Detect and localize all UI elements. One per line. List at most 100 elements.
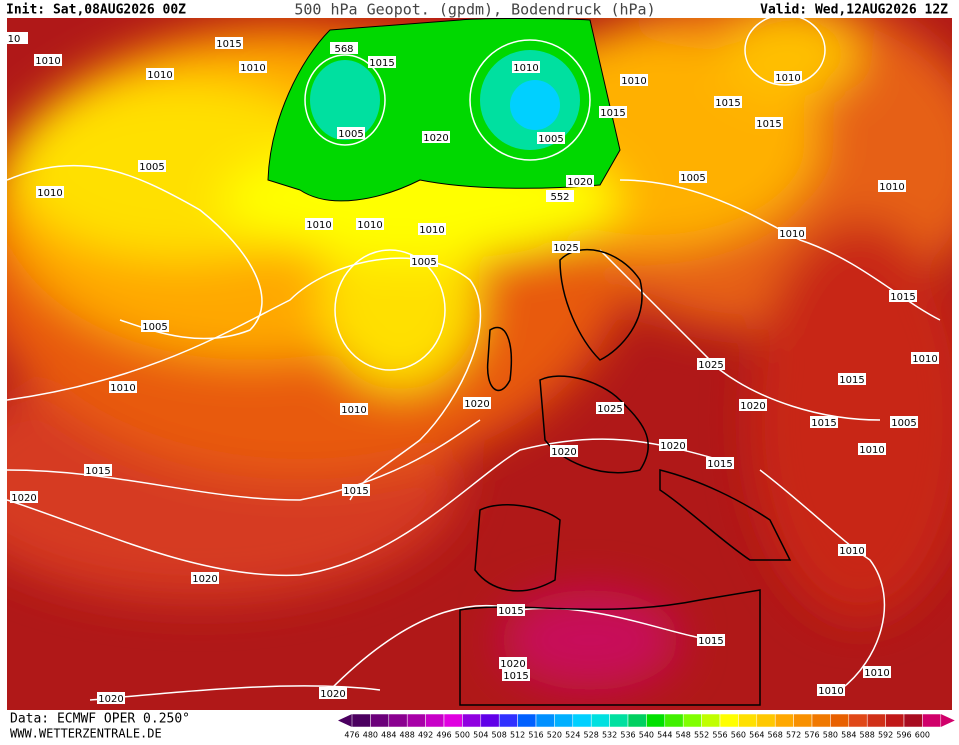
scale-cell: [406, 713, 426, 728]
isobar-label-box: [599, 106, 627, 118]
isobar-label: 1020: [11, 493, 36, 504]
scale-label: 588: [860, 731, 875, 740]
scale-label: 512: [510, 731, 525, 740]
isobar-label-box: [191, 572, 219, 584]
isobar-label-box: [84, 464, 112, 476]
scale-cell: [388, 713, 408, 728]
scale-label: 492: [418, 731, 433, 740]
isobar-label: 1015: [811, 418, 836, 429]
scale-label: 496: [436, 731, 451, 740]
isobar-label: 1020: [320, 689, 345, 700]
scale-label: 600: [915, 731, 930, 740]
isobar-label-box: [337, 127, 365, 139]
isobar-label-box: [422, 131, 450, 143]
isobar-label: 1010: [341, 405, 366, 416]
isobar-label: 1015: [343, 486, 368, 497]
isobar-label-box: [215, 37, 243, 49]
isobar-label: 1005: [139, 162, 164, 173]
isobar-label-box: [0, 32, 28, 44]
isobar-label: 1020: [500, 659, 525, 670]
isobar-label-box: [418, 223, 446, 235]
isobar-label: 1010: [147, 70, 172, 81]
isobar-label-box: [499, 657, 527, 669]
scale-label: 568: [768, 731, 783, 740]
scale-cell: [498, 713, 518, 728]
isobar-label-box: [911, 352, 939, 364]
scale-label: 584: [841, 731, 856, 740]
isobar-label: 1020: [660, 441, 685, 452]
isobar-label: 1020: [423, 133, 448, 144]
isobar-label-box: [305, 218, 333, 230]
map-title: 500 hPa Geopot. (gpdm), Bodendruck (hPa): [294, 1, 655, 19]
scale-label: 560: [731, 731, 746, 740]
isobar-label: 1010: [818, 686, 843, 697]
isobar-label-box: [774, 71, 802, 83]
isobar-label: 1010: [775, 73, 800, 84]
scale-label: 500: [455, 731, 470, 740]
isobar-label: 1020: [192, 574, 217, 585]
scale-cell: [443, 713, 463, 728]
scale-label: 540: [639, 731, 654, 740]
isobar-label-box: [141, 320, 169, 332]
isobar-label: 552: [550, 192, 569, 203]
scale-cell: [738, 713, 758, 728]
scale-label: 520: [547, 731, 562, 740]
isobar-label: 1015: [498, 606, 523, 617]
isobar-label-box: [810, 416, 838, 428]
scale-label: 480: [363, 731, 378, 740]
isobar-label: 1010: [839, 546, 864, 557]
header-bar: [0, 0, 959, 18]
isobar-label-box: [566, 175, 594, 187]
isobar-label-box: [368, 56, 396, 68]
scale-cell: [664, 713, 684, 728]
isobar-label: 568: [334, 44, 353, 55]
isobar-label: 1025: [698, 360, 723, 371]
isobar-label-box: [319, 687, 347, 699]
isobar-label-box: [838, 373, 866, 385]
scale-cell: [793, 713, 813, 728]
scale-label: 544: [657, 731, 672, 740]
scale-cell: [572, 713, 592, 728]
scale-cell: [517, 713, 537, 728]
isobar-label-box: [537, 132, 565, 144]
scale-cell: [425, 713, 445, 728]
isobar-label-box: [679, 171, 707, 183]
scale-arrow-high: [940, 714, 955, 727]
isobar-label-box: [109, 381, 137, 393]
scale-cell: [590, 713, 610, 728]
isobar-label: 1015: [890, 292, 915, 303]
isobar-label: 1010: [912, 354, 937, 365]
isobar-label-box: [889, 290, 917, 302]
valid-label: Valid: Wed,12AUG2026 12Z: [760, 3, 948, 18]
scale-label: 596: [896, 731, 911, 740]
isobar-label: 1010: [864, 668, 889, 679]
isobar-label-box: [36, 186, 64, 198]
isobar-label: 1010: [110, 383, 135, 394]
scale-cell: [830, 713, 850, 728]
isobar-label-box: [838, 544, 866, 556]
isobar-label: 1005: [680, 173, 705, 184]
scale-cell: [701, 713, 721, 728]
data-source: Data: ECMWF OPER 0.250°: [10, 712, 190, 727]
isobar-label: 1010: [35, 56, 60, 67]
isobar-label: 1015: [369, 58, 394, 69]
isobar-label-box: [890, 416, 918, 428]
scale-cell: [922, 713, 942, 728]
scale-cell: [903, 713, 923, 728]
isobar-label-box: [502, 669, 530, 681]
isobar-label: 1010: [859, 445, 884, 456]
isobar-label: 1005: [538, 134, 563, 145]
isobar-label-box: [739, 399, 767, 411]
scale-label: 536: [620, 731, 635, 740]
scale-cell: [609, 713, 629, 728]
isobar-label-box: [34, 54, 62, 66]
isobar-label: 1015: [756, 119, 781, 130]
scale-label: 484: [381, 731, 396, 740]
isobar-label-box: [659, 439, 687, 451]
isobar-label-box: [620, 74, 648, 86]
scale-label: 572: [786, 731, 801, 740]
isobar-label-box: [755, 117, 783, 129]
isobar-label-box: [697, 634, 725, 646]
isobar-label-box: [410, 255, 438, 267]
scale-label: 508: [492, 731, 507, 740]
